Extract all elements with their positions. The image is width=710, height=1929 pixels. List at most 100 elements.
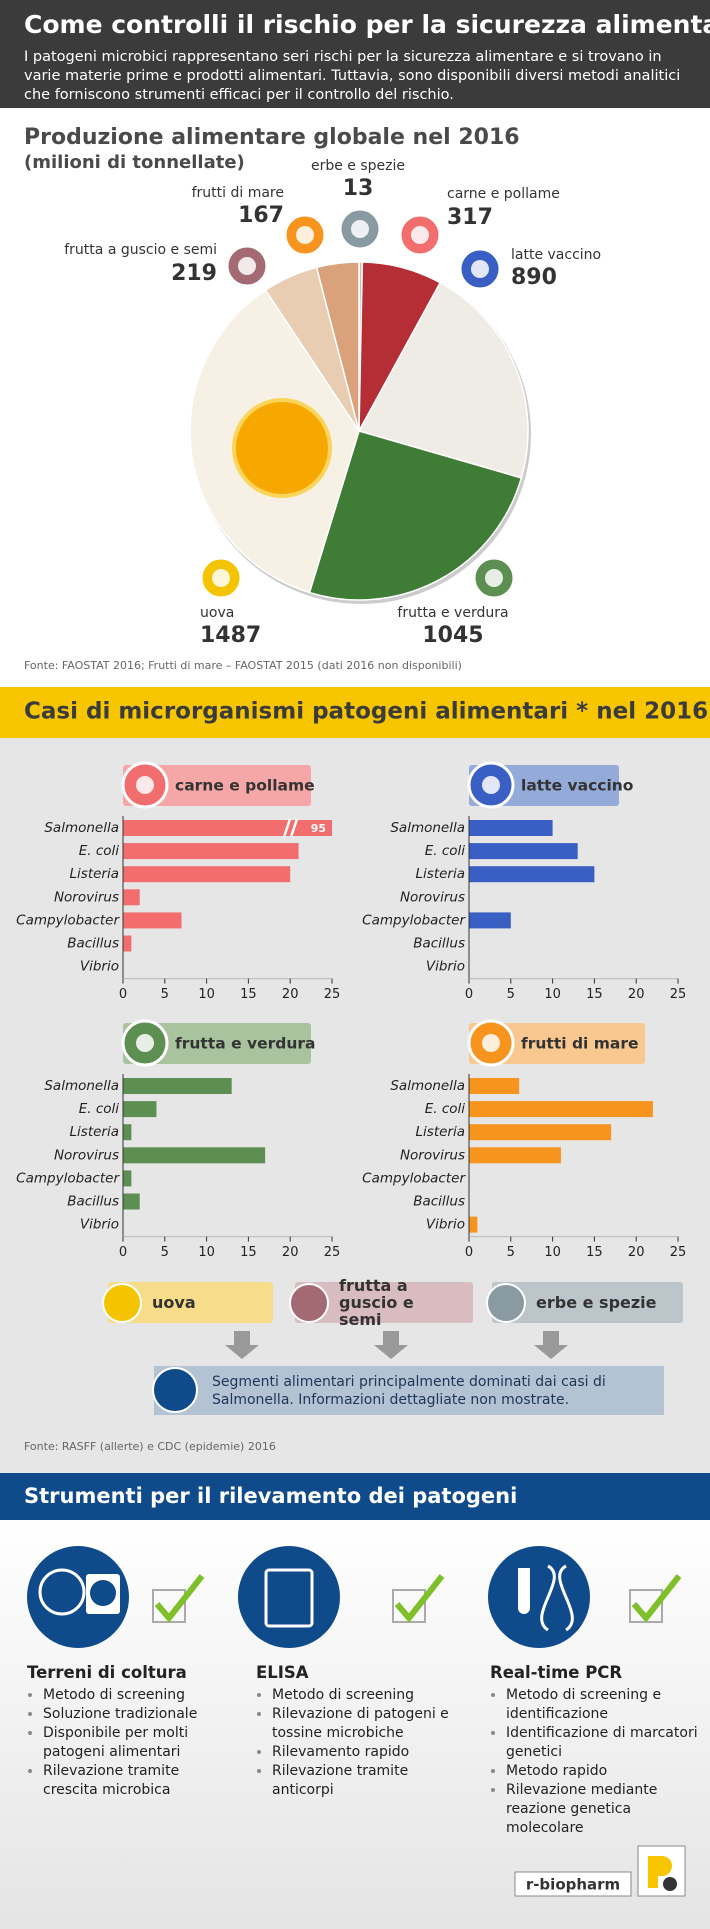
x-tick-label: 20 [628,1245,645,1260]
pie-label: latte vaccino [511,247,601,263]
category-label: Vibrio [426,1217,465,1233]
arrows [225,1331,568,1359]
tool-points: Metodo di screeningRilevazione di patoge… [256,1686,450,1800]
value-label: 95 [311,822,326,835]
x-tick-label: 25 [670,987,687,1002]
pie-icon-detail [485,569,503,587]
chart-title-pill [123,765,311,806]
pie-title: Produzione alimentare globale nel 2016 [24,125,520,150]
bar [123,889,140,906]
category-label: Bacillus [413,1194,465,1210]
category-label: Listeria [416,1124,465,1140]
bar [123,1124,132,1141]
bar [123,1193,140,1210]
arrow [534,1331,568,1359]
tool: Terreni di coltura Metodo di screeningSol… [27,1663,227,1800]
chart-title-icon-detail [136,776,154,794]
segment-label: erbe e spezie [536,1293,657,1312]
pie-slice [315,261,360,432]
icon-elisa [238,1546,340,1648]
icon-detail [264,1568,314,1628]
x-tick-label: 15 [586,1245,603,1260]
bar [469,1147,561,1164]
bar [123,935,132,952]
segment-pill: erbe e spezie [486,1282,683,1323]
x-tick-label: 5 [507,1245,515,1260]
bar [469,1078,520,1094]
chart-title-pill [469,1023,645,1064]
icon-detail [518,1568,530,1614]
tool-point: Metodo di screening [272,1686,450,1705]
bar [469,1216,478,1233]
tool-point: Metodo di screening e identificazione [506,1686,700,1724]
chart-title: carne e pollame [175,777,315,795]
pie-value: 167 [238,203,284,228]
x-tick-label: 25 [324,1245,341,1260]
bar [123,843,299,860]
pie-source: Fonte: FAOSTAT 2016; Frutti di mare – FA… [24,659,462,672]
pie-icon-detail [238,257,256,275]
chart-title-icon-detail [482,776,500,794]
category-label: Vibrio [80,1217,119,1233]
x-tick-label: 5 [161,987,169,1002]
icon-pcr [488,1546,590,1648]
chart-title-pill [123,1023,311,1064]
tool-point: Rilevazione tramite crescita microbica [43,1762,227,1800]
tool-title: Real-time PCR [490,1663,623,1682]
pie-label: erbe e spezie [311,158,405,174]
logo-dot [663,1877,677,1891]
x-tick-label: 0 [119,1245,127,1260]
category-label: E. coli [425,843,466,859]
tool-point: Metodo di screening [43,1686,227,1705]
bar [469,820,553,836]
bar [123,912,182,929]
checks [152,1574,682,1623]
pie-value: 1487 [200,623,261,648]
category-label: Vibrio [80,959,119,975]
pie-value: 219 [171,261,217,286]
category-label: E. coli [79,1101,120,1117]
pie-slice [357,281,529,479]
cases-band [0,687,710,738]
x-tick-label: 15 [586,987,603,1002]
pie-label: carne e pollame [447,186,560,202]
pie-icon-detail [411,226,429,244]
segment-pill: frutta a guscio e semi [289,1277,473,1328]
note-text: Segmenti alimentari principalmente domin… [212,1373,606,1408]
x-tick-label: 0 [119,987,127,1002]
bars [469,1078,653,1233]
category-label: Listeria [416,866,465,882]
category-label: Bacillus [67,1194,119,1210]
bars [469,820,595,929]
yolk-decoration [232,398,332,498]
tool: Real-time PCR Metodo di screening e ident… [490,1663,700,1838]
pie-subtitle: (milioni di tonnellate) [24,152,245,173]
pie-label: uova [200,605,234,621]
category-label: Listeria [70,866,119,882]
x-tick-label: 25 [670,1245,687,1260]
pie-label: frutta e verdura [397,605,508,621]
tool-points: Metodo di screeningSoluzione tradizional… [27,1686,227,1800]
icon-detail [38,1568,86,1616]
logo-shape [648,1856,672,1888]
bars [123,1078,266,1210]
category-label: Norovirus [54,889,119,905]
bar [469,1101,653,1118]
pie-icon-detail [212,569,230,587]
x-tick-label: 15 [240,987,257,1002]
x-tick-label: 15 [240,1245,257,1260]
x-tick-label: 10 [544,987,561,1002]
tool-point: Metodo rapido [506,1762,700,1781]
check [631,1574,682,1623]
x-tick-label: 10 [198,1245,215,1260]
category-label: Bacillus [67,936,119,952]
pie-value: 1045 [422,623,483,648]
tool-point: Identificazione di marcatori genetici [506,1724,700,1762]
x-tick-label: 0 [465,987,473,1002]
segment-label: uova [152,1293,196,1312]
bar [123,820,332,836]
chart-title-icon-detail [482,1034,500,1052]
arrow [225,1331,259,1359]
x-tick-label: 20 [282,987,299,1002]
header-bg [0,0,710,108]
